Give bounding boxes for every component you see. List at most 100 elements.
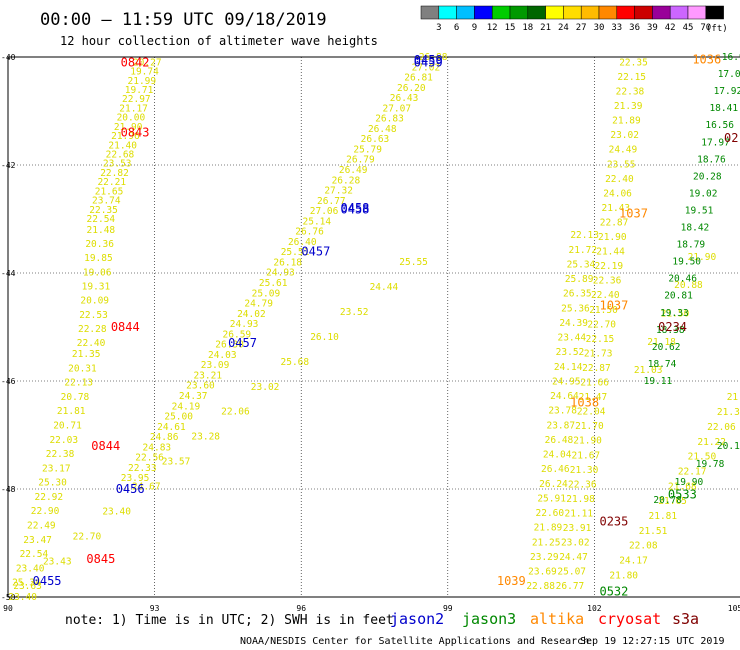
wave-height-value: 21.48 [87,225,116,236]
color-scale-label: 12 [487,23,498,33]
wave-height-value: 21.66 [580,378,609,389]
wave-height-value: 23.55 [607,159,636,170]
color-scale-label: 30 [594,23,605,33]
color-scale-label: 6 [454,23,459,33]
wave-height-value: 24.39 [559,318,588,329]
wave-height-value: 21.36 [717,407,740,418]
wave-height-value: 22.36 [593,276,622,287]
wave-height-value: 21.39 [614,101,643,112]
pass-time-label: 1037 [619,207,648,221]
wave-height-value: 23.52 [340,307,369,318]
y-tick-label: -46 [1,377,16,386]
wave-height-value: 22.19 [594,261,623,272]
wave-height-value: 21.90 [114,122,143,133]
wave-height-value: 21.70 [575,421,604,432]
wave-height-value: 16.56 [705,120,734,131]
pass-time-label: 0455 [33,574,62,588]
wave-height-value: 24.19 [172,401,201,412]
color-scale-swatch [491,5,511,20]
color-scale-swatch [456,5,475,20]
wave-height-value: 26.35 [563,289,592,300]
wave-height-value: 23.57 [162,457,191,468]
color-scale-swatch [527,5,546,20]
wave-height-value: 23.40 [102,506,131,517]
wave-height-value: 26.46 [541,464,570,475]
wave-height-value: 22.21 [97,177,126,188]
wave-height-value: 22.56 [135,453,164,464]
wave-height-value: 21.65 [95,186,124,197]
color-scale-label: 39 [647,23,658,33]
wave-height-value: 25.07 [557,567,586,578]
legend-item-jason2: jason2 [390,610,444,628]
pass-time-label: 0845 [86,552,115,566]
wave-height-value: 19.85 [84,253,113,264]
wave-height-value: 22.35 [619,57,648,68]
wave-height-value: 25.91 [537,493,566,504]
grid-lines [8,57,740,597]
wave-height-value: 19.51 [685,205,714,216]
wave-height-value: 23.02 [610,130,639,141]
wave-height-value: 25.34 [12,578,41,589]
wave-height-value: 21.40 [108,140,137,151]
wave-height-value: 22.54 [87,214,116,225]
wave-height-value: 25.89 [565,274,594,285]
wave-height-value: 19.33 [660,308,689,319]
wave-height-value: 22.87 [600,217,629,228]
wave-height-value: 19.50 [672,257,701,268]
color-scale-label: 9 [472,23,477,33]
wave-height-value: 19.78 [696,459,725,470]
wave-height-value: 20.16 [717,441,740,452]
legend-item-altika: altika [530,610,584,628]
wave-height-value: 25.00 [164,412,193,423]
wave-height-value: 24.83 [143,442,172,453]
wave-height-value: 26.48 [368,124,397,135]
wave-height-value: 22.13 [64,378,93,389]
wave-height-value: 20.78 [61,392,90,403]
wave-height-value: 24.44 [370,282,399,293]
pass-time-label: 1036 [692,53,721,67]
wave-height-value: 18.41 [709,103,738,114]
wave-height-value: 22.06 [221,407,250,418]
wave-height-value: 26.77 [556,581,585,592]
wave-height-value: 24.67 [132,482,161,493]
wave-height-value: 21.50 [661,309,690,320]
wave-height-value: 18.42 [681,223,710,234]
wave-height-value: 20.27 [133,57,162,68]
wave-height-value: 23.53 [103,159,132,170]
plot-frame [7,56,740,598]
wave-height-value: 23.29 [530,552,559,563]
wave-height-value: 19.06 [83,267,112,278]
wave-height-value: 23.78 [548,406,577,417]
wave-height-value: 26.49 [339,165,368,176]
pass-time-label: 1039 [497,574,526,588]
wave-height-value: 20.81 [664,291,693,302]
legend-item-jason3: jason3 [462,610,516,628]
pass-time-label: 0456 [116,482,145,496]
wave-height-value: 22.92 [35,492,64,503]
wave-height-value: 22.40 [591,290,620,301]
wave-height-value: 22.40 [605,174,634,185]
wave-height-value: 20.71 [53,420,82,431]
wave-height-value: 20.31 [68,363,97,374]
wave-height-value: 21.81 [57,406,86,417]
x-tick-label: 105 [728,604,740,613]
wave-height-value: 22.38 [616,87,645,98]
pass-time-label: 0234 [658,320,687,334]
wave-height-value: 24.02 [237,309,266,320]
color-scale-label: 33 [611,23,622,33]
wave-height-value: 24.95 [552,376,581,387]
wave-height-value: 26.43 [390,93,419,104]
pass-time-label: 0459 [414,55,443,69]
wave-height-value: 22.28 [78,324,107,335]
wave-height-value: 21.98 [566,494,595,505]
color-scale-swatch [474,5,493,20]
wave-height-value: 23.91 [563,523,592,534]
wave-height-value: 17.92 [714,86,740,97]
color-scale-label: 18 [522,23,533,33]
pass-time-label: 0842 [121,55,150,69]
color-scale-swatch [438,5,457,20]
color-scale-label: 45 [683,23,694,33]
wave-height-value: 26.48 [545,435,574,446]
wave-height-value: 21.22 [697,437,726,448]
